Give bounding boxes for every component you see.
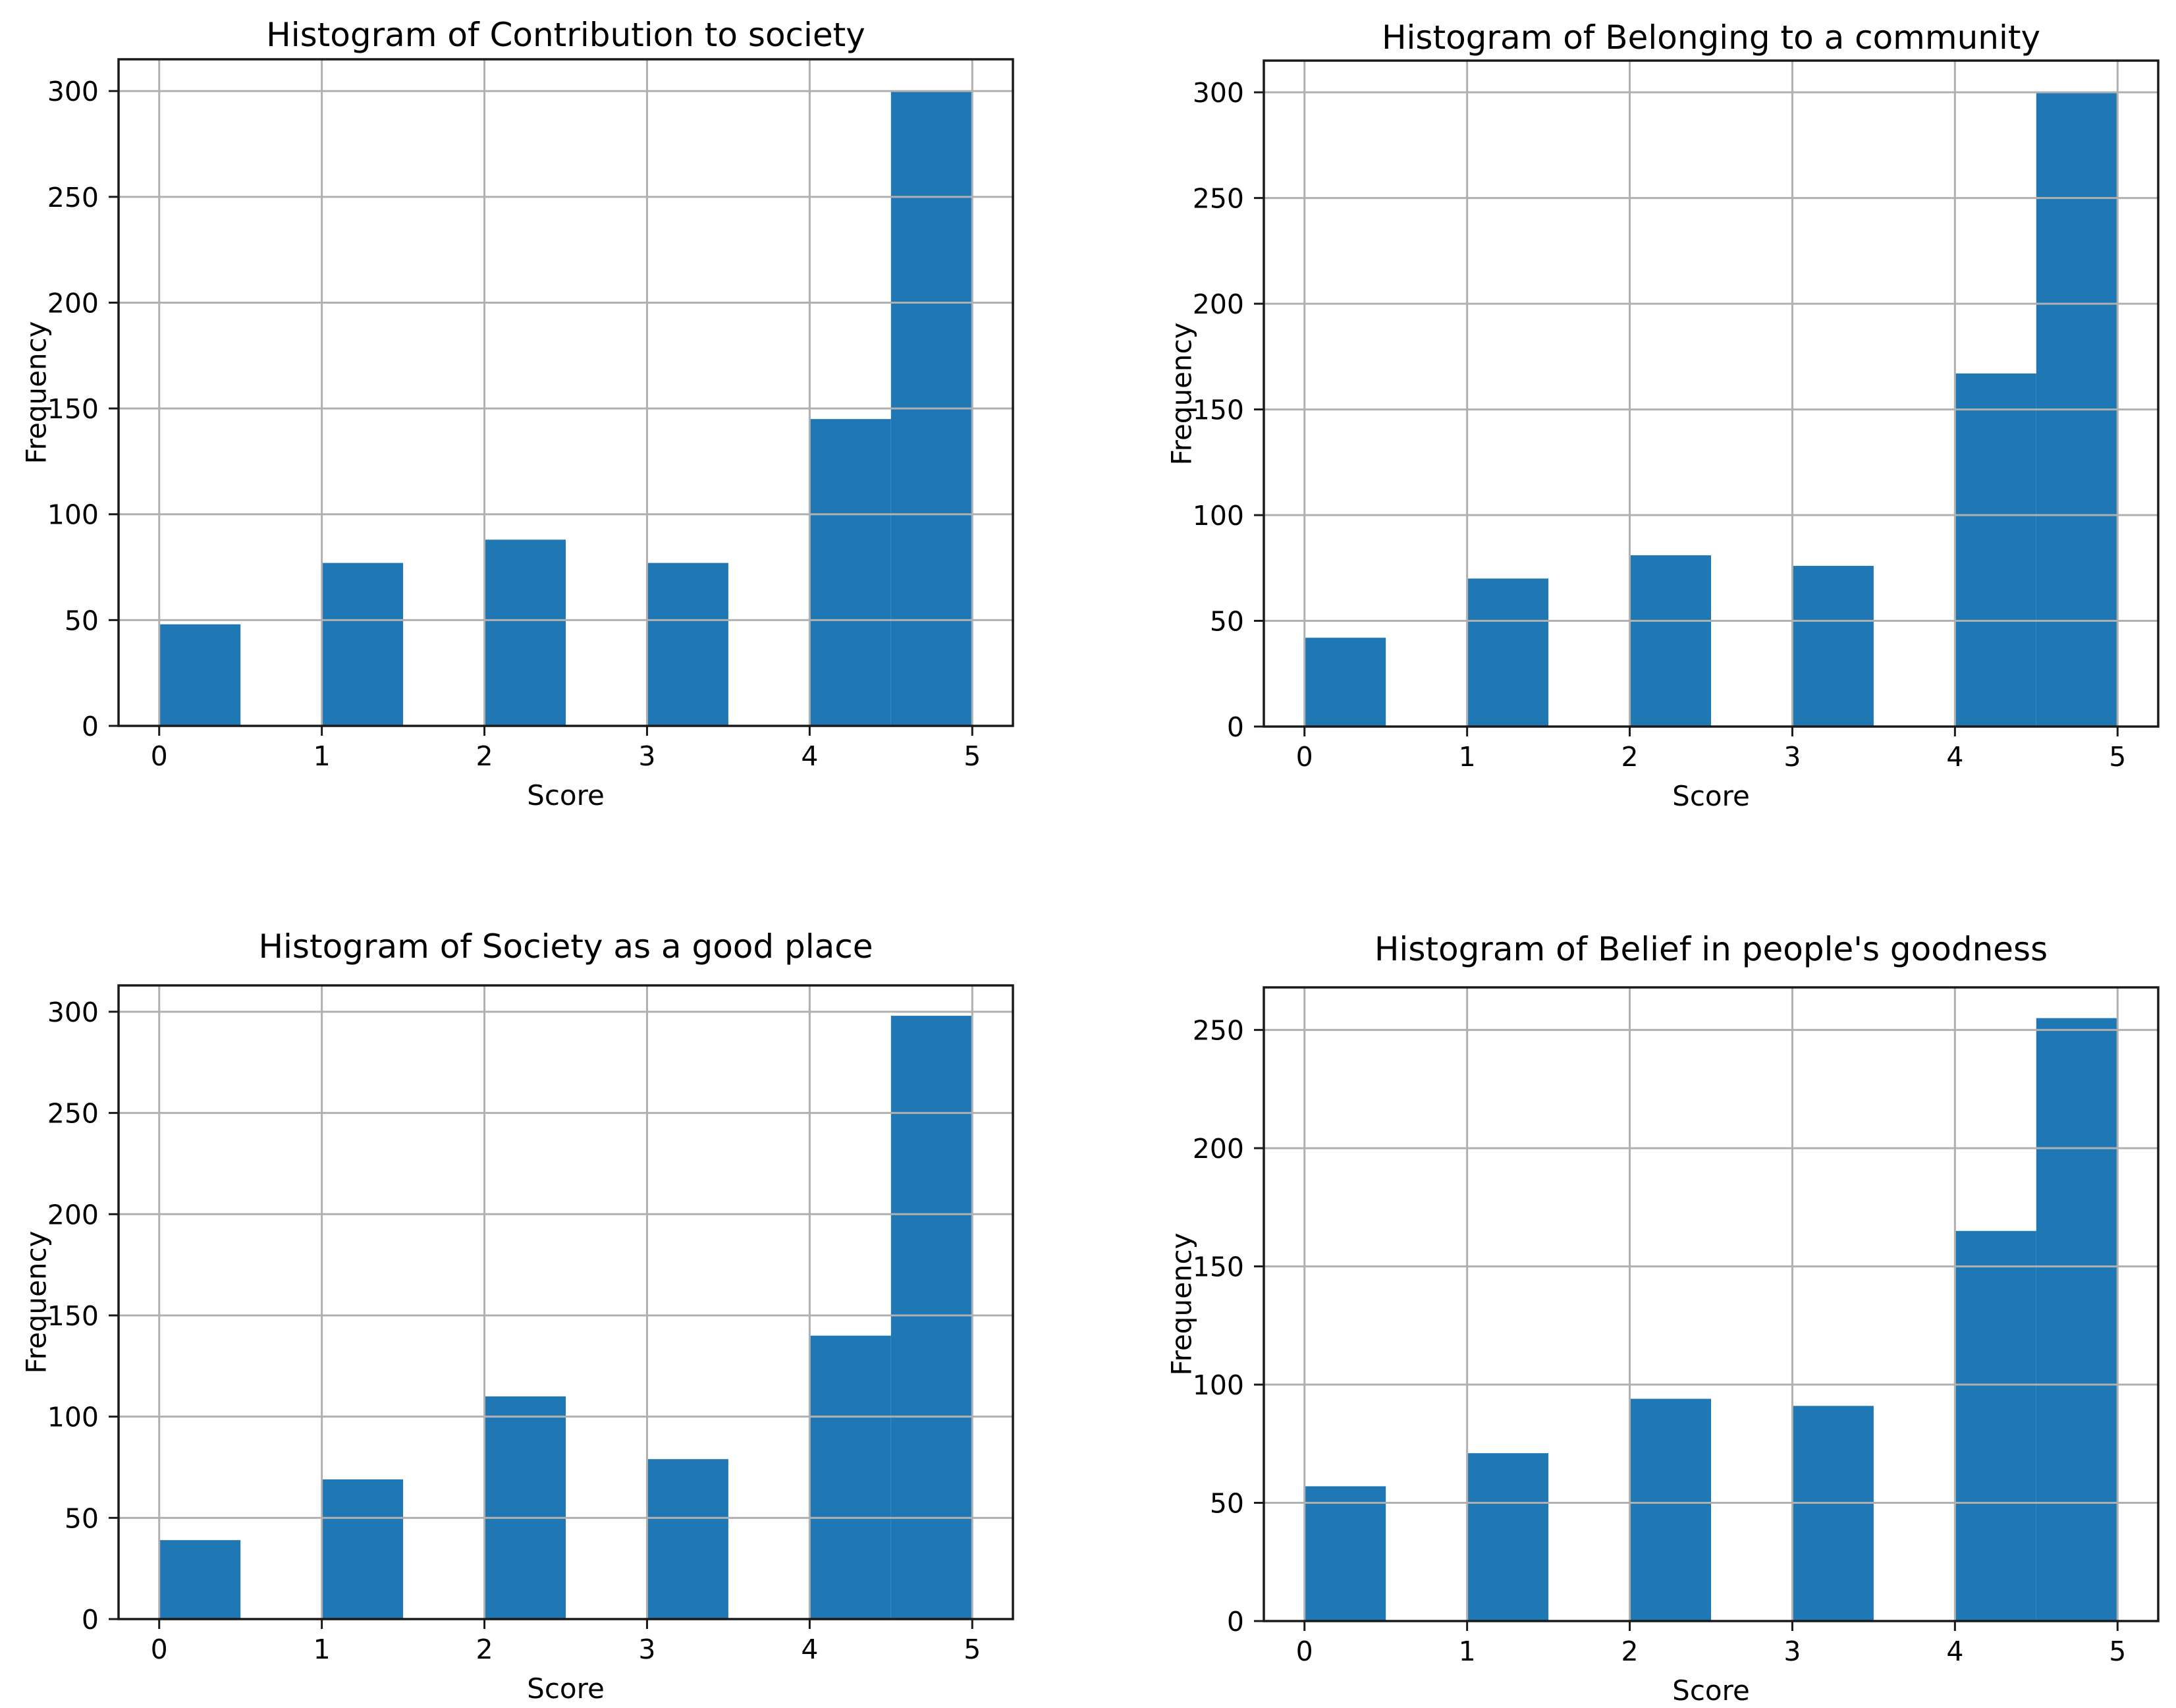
y-tick-label: 50 — [65, 605, 99, 636]
chart-title: Histogram of Society as a good place — [258, 927, 873, 966]
plot-border — [117, 58, 1014, 727]
x-tick-label: 5 — [964, 740, 981, 772]
histogram-bar — [809, 1335, 891, 1619]
histogram-bar — [1467, 578, 1549, 727]
histogram-bar — [1955, 373, 2036, 727]
y-tick-label: 250 — [1193, 1015, 1244, 1047]
histogram-bar — [159, 624, 241, 726]
chart-title: Histogram of Contribution to society — [266, 16, 865, 54]
y-axis-label: Frequency — [1165, 322, 1198, 465]
x-tick-label: 4 — [801, 1634, 818, 1665]
plot-border — [1263, 986, 2160, 1622]
x-tick-label: 0 — [151, 740, 168, 772]
subplot-belonging-to-a-community: 0 1 2 3 4 5 0 50 100 150 200 250 300 Histogram of Be… — [1088, 0, 2176, 854]
y-tick-label: 200 — [47, 287, 99, 319]
x-tick-label: 1 — [313, 740, 331, 772]
y-tick-label: 100 — [1193, 500, 1244, 532]
x-tick-label: 2 — [1621, 1636, 1638, 1667]
x-tick-label: 2 — [476, 740, 493, 772]
y-tick-label: 250 — [47, 182, 99, 213]
y-tick-label: 0 — [1227, 711, 1244, 743]
subplot-contribution-to-society: 0 1 2 3 4 5 0 50 100 150 200 250 300 Histogram of Co… — [0, 0, 1088, 854]
y-tick-label: 200 — [1193, 1133, 1244, 1165]
x-tick-label: 0 — [1296, 1636, 1313, 1667]
histogram-bar — [1304, 1486, 1386, 1621]
histogram-bar — [1792, 1406, 1874, 1621]
x-tick-label: 5 — [964, 1634, 981, 1665]
x-tick-label: 3 — [638, 740, 655, 772]
histogram-bar — [1955, 1230, 2036, 1621]
histogram-bar — [159, 1540, 241, 1619]
y-tick-label: 100 — [47, 499, 99, 531]
x-tick-label: 2 — [1621, 741, 1638, 773]
x-tick-label: 1 — [1459, 1636, 1476, 1667]
subplot-belief-in-peoples-goodness: 0 1 2 3 4 5 0 50 100 150 200 250 Histogram of Belie… — [1088, 854, 2176, 1708]
x-tick-label: 3 — [1783, 1636, 1801, 1667]
x-tick-label: 1 — [1459, 741, 1476, 773]
y-tick-label: 50 — [1210, 606, 1244, 638]
histogram-bar — [1629, 555, 1711, 727]
subplot-society-as-a-good-place: 0 1 2 3 4 5 0 50 100 150 200 250 300 Histogram of So… — [0, 854, 1088, 1708]
plot-border — [117, 984, 1014, 1620]
x-tick-label: 4 — [1946, 1636, 1963, 1667]
histogram-bar — [1467, 1453, 1549, 1621]
x-tick-label: 4 — [801, 740, 818, 772]
x-tick-label: 0 — [151, 1634, 168, 1665]
histogram-bar — [1792, 566, 1874, 727]
y-tick-label: 0 — [82, 1604, 99, 1636]
x-axis-label: Score — [527, 1672, 605, 1705]
histogram-bar — [484, 1396, 566, 1619]
y-axis-label: Frequency — [20, 321, 53, 464]
histogram-bar — [1304, 638, 1386, 727]
x-tick-label: 3 — [638, 1634, 655, 1665]
y-tick-label: 0 — [1227, 1606, 1244, 1638]
y-tick-label: 200 — [1193, 289, 1244, 320]
y-tick-label: 250 — [1193, 183, 1244, 215]
x-axis-label: Score — [527, 779, 605, 812]
y-tick-label: 0 — [82, 711, 99, 742]
x-tick-label: 0 — [1296, 741, 1313, 773]
y-tick-label: 150 — [47, 393, 99, 425]
y-tick-label: 50 — [1210, 1488, 1244, 1520]
x-tick-label: 5 — [2109, 1636, 2126, 1667]
y-tick-label: 300 — [1193, 77, 1244, 109]
y-tick-label: 100 — [47, 1402, 99, 1433]
y-axis-label: Frequency — [20, 1230, 53, 1374]
chart-title: Histogram of Belonging to a community — [1381, 18, 2041, 57]
y-tick-label: 150 — [1193, 395, 1244, 426]
chart-title: Histogram of Belief in people's goodness — [1374, 930, 2048, 968]
histogram-bar — [321, 563, 404, 726]
y-tick-label: 150 — [47, 1300, 99, 1332]
y-tick-label: 150 — [1193, 1252, 1244, 1283]
y-tick-label: 250 — [47, 1098, 99, 1130]
y-tick-label: 300 — [47, 76, 99, 107]
x-tick-label: 2 — [476, 1634, 493, 1665]
x-tick-label: 1 — [313, 1634, 331, 1665]
x-axis-label: Score — [1672, 780, 1750, 812]
x-tick-label: 5 — [2109, 741, 2126, 773]
y-tick-label: 100 — [1193, 1369, 1244, 1401]
x-tick-label: 4 — [1946, 741, 1963, 773]
histogram-bar — [1629, 1398, 1711, 1621]
histogram-bar — [2036, 1018, 2118, 1621]
histogram-bar — [321, 1479, 404, 1619]
plot-border — [1263, 59, 2160, 728]
histogram-bar — [647, 1459, 728, 1619]
y-tick-label: 200 — [47, 1199, 99, 1230]
histogram-bar — [647, 563, 728, 726]
x-tick-label: 3 — [1783, 741, 1801, 773]
histogram-bar — [484, 539, 566, 726]
y-axis-label: Frequency — [1165, 1232, 1198, 1376]
y-tick-label: 300 — [47, 997, 99, 1028]
y-tick-label: 50 — [65, 1502, 99, 1534]
histogram-bar — [890, 1016, 973, 1619]
histogram-bar — [809, 419, 891, 726]
x-axis-label: Score — [1672, 1674, 1750, 1707]
